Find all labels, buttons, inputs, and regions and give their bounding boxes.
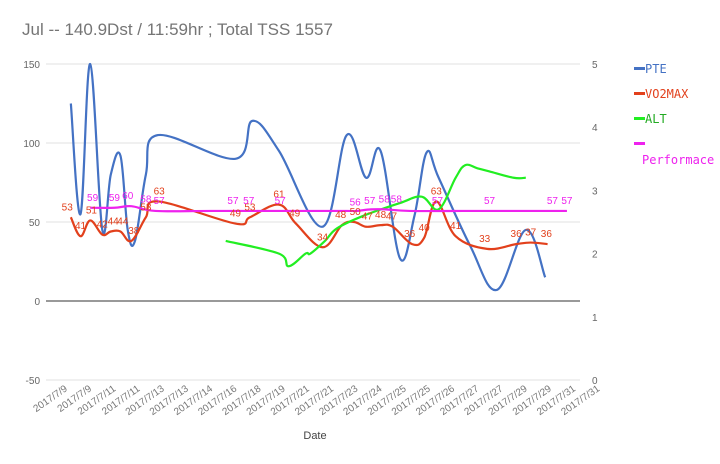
data-label-vo2max: 53 — [244, 202, 256, 213]
data-label-performace: 57 — [432, 196, 444, 207]
data-label-vo2max: 63 — [154, 186, 166, 197]
data-label-performace: 58 — [391, 194, 403, 205]
data-label-vo2max: 44 — [117, 216, 129, 227]
legend-item-vo2max[interactable]: VO2MAX — [634, 83, 720, 108]
data-label-vo2max: 34 — [317, 232, 329, 243]
legend-swatch-vo2max — [634, 92, 645, 95]
data-label-performace: 57 — [275, 196, 287, 207]
data-label-performace: 57 — [484, 196, 496, 207]
data-label-performace: 57 — [561, 196, 573, 207]
left-tick-label: -50 — [26, 376, 41, 387]
data-label-vo2max: 41 — [75, 221, 87, 232]
series-line-alt — [225, 163, 526, 268]
data-label-vo2max: 53 — [140, 202, 152, 213]
data-label-performace: 56 — [350, 198, 362, 209]
data-label-vo2max: 49 — [230, 209, 242, 220]
series-lines — [69, 62, 567, 292]
data-label-performace: 57 — [547, 196, 559, 207]
right-tick-label: 3 — [592, 186, 598, 197]
legend-swatch-pte — [634, 67, 645, 70]
data-label-vo2max: 36 — [541, 229, 553, 240]
left-tick-label: 100 — [23, 139, 40, 150]
legend: PTE VO2MAX ALT Performace — [634, 58, 720, 167]
series-line-pte — [69, 62, 547, 292]
right-tick-label: 0 — [592, 376, 598, 387]
data-label-vo2max: 42 — [97, 220, 109, 231]
data-label-vo2max: 44 — [108, 216, 120, 227]
right-tick-label: 1 — [592, 313, 598, 324]
legend-item-alt[interactable]: ALT — [634, 108, 720, 133]
grid-lines — [46, 63, 580, 381]
data-label-performace: 58 — [140, 194, 152, 205]
data-label-vo2max: 40 — [419, 223, 431, 234]
data-label-performace: 57 — [243, 196, 255, 207]
right-tick-label: 4 — [592, 123, 598, 134]
left-tick-label: 150 — [23, 60, 40, 71]
data-label-vo2max: 37 — [525, 228, 537, 239]
legend-label-performace: Performace — [642, 153, 715, 167]
data-label-vo2max: 63 — [431, 186, 443, 197]
data-label-vo2max: 53 — [62, 202, 74, 213]
data-label-performace: 58 — [379, 194, 391, 205]
data-label-vo2max: 51 — [86, 205, 98, 216]
x-axis-title: Date — [303, 430, 326, 442]
data-label-performace: 57 — [227, 196, 239, 207]
data-label-vo2max: 36 — [404, 229, 416, 240]
data-label-vo2max: 61 — [273, 190, 285, 201]
legend-swatch-alt — [634, 117, 645, 120]
data-label-vo2max: 48 — [335, 210, 347, 221]
series-line-vo2max — [69, 200, 548, 251]
data-label-vo2max: 48 — [375, 210, 387, 221]
data-label-vo2max: 38 — [128, 226, 140, 237]
data-label-vo2max: 49 — [289, 209, 301, 220]
data-label-vo2max: 36 — [511, 229, 523, 240]
data-label-vo2max: 50 — [350, 207, 362, 218]
legend-label-vo2max: VO2MAX — [645, 87, 689, 101]
data-label-performace: 57 — [364, 196, 376, 207]
data-label-vo2max: 47 — [386, 212, 398, 223]
legend-swatch-performace — [634, 142, 645, 145]
right-axis: 0 1 2 3 4 5 — [592, 60, 598, 387]
legend-item-performace[interactable]: Performace — [634, 133, 720, 167]
legend-label-pte: PTE — [645, 62, 667, 76]
data-label-vo2max: 41 — [450, 221, 462, 232]
data-label-performace: 57 — [154, 196, 166, 207]
left-axis: -50 0 50 100 150 — [23, 60, 40, 387]
data-label-performace: 59 — [87, 193, 99, 204]
left-tick-label: 50 — [29, 218, 41, 229]
right-tick-label: 5 — [592, 60, 598, 71]
x-axis: 2017/7/92017/7/92017/7/112017/7/112017/7… — [32, 383, 603, 418]
series-line-performace — [90, 204, 567, 213]
data-label-vo2max: 33 — [479, 234, 491, 245]
legend-item-pte[interactable]: PTE — [634, 58, 720, 83]
data-label-performace: 59 — [109, 193, 121, 204]
left-tick-label: 0 — [34, 297, 40, 308]
legend-label-alt: ALT — [645, 112, 667, 126]
chart-title: Jul -- 140.9Dst / 11:59hr ; Total TSS 15… — [22, 20, 333, 39]
data-label-vo2max: 47 — [362, 212, 374, 223]
right-tick-label: 2 — [592, 250, 598, 261]
data-label-performace: 60 — [122, 191, 134, 202]
